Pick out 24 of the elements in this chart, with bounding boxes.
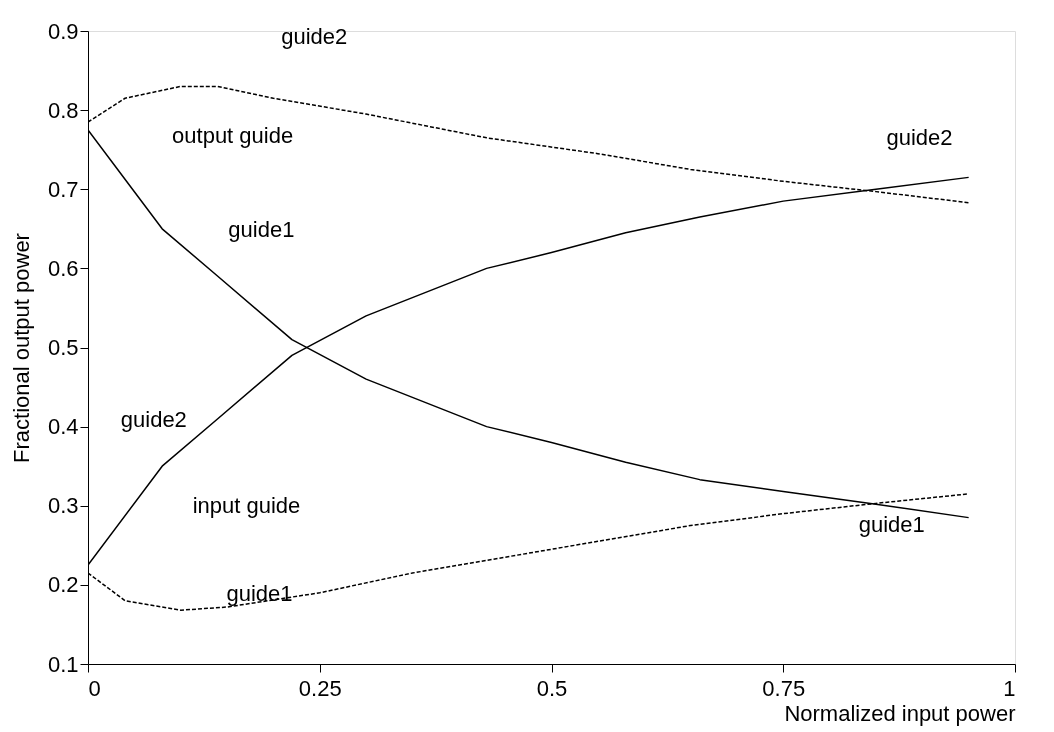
annotation: guide1 (228, 217, 295, 243)
y-tick-label: 0.8 (47, 97, 79, 123)
x-tick-label: 1 (1003, 675, 1016, 701)
x-tick-label: 0.25 (298, 675, 342, 701)
y-tick-label: 0.3 (47, 493, 79, 519)
annotation: input guide (192, 492, 301, 518)
annotation: guide2 (886, 124, 953, 150)
y-tick-label: 0.4 (47, 414, 79, 440)
x-axis-title: Normalized input power (784, 700, 1016, 726)
annotation: guide1 (858, 512, 925, 538)
y-tick-label: 0.6 (47, 255, 79, 281)
y-axis-title: Fractional output power (8, 233, 34, 463)
annotation: output guide (172, 123, 294, 149)
y-tick-label: 0.5 (47, 335, 79, 360)
annotation: guide1 (226, 581, 293, 607)
y-tick-label: 0.9 (47, 18, 79, 44)
x-tick-label: 0.75 (762, 675, 806, 701)
y-tick-label: 0.2 (47, 572, 79, 598)
x-tick-label: 0.5 (536, 675, 568, 701)
y-tick-label: 0.7 (47, 176, 79, 202)
y-tick-label: 0.1 (47, 651, 79, 677)
annotation: guide2 (281, 23, 348, 49)
annotation: guide2 (120, 406, 187, 432)
x-tick-label: 0 (88, 675, 101, 701)
